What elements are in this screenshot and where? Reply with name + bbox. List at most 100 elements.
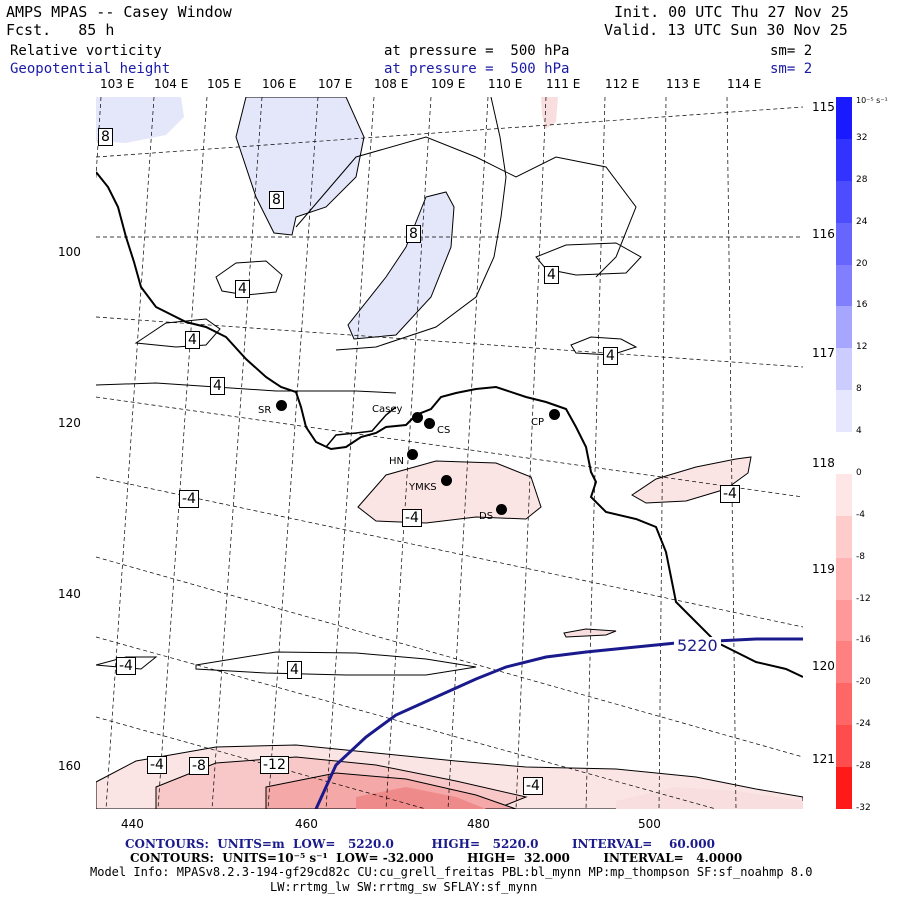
lon-label: 111 E — [546, 77, 581, 91]
station-marker[interactable] — [412, 412, 423, 423]
map-canvas — [96, 97, 803, 809]
coastline — [325, 406, 397, 448]
geopotential-label: 5220 — [674, 637, 721, 655]
colorbar — [836, 97, 852, 810]
field1-smoothing: sm= 2 — [770, 43, 813, 59]
contour-label: -4 — [179, 490, 199, 508]
positive-vorticity-area — [235, 97, 365, 236]
x-tick-label: 500 — [638, 817, 661, 831]
contour-label: -4 — [116, 657, 136, 675]
contour-label: -4 — [523, 777, 543, 795]
lon-label: 113 E — [666, 77, 701, 91]
lon-label: 109 E — [431, 77, 466, 91]
station-label-cp: CP — [531, 417, 545, 428]
lon-label: 103 E — [100, 77, 135, 91]
station-marker[interactable] — [424, 418, 435, 429]
negative-vorticity-area — [563, 628, 617, 638]
x-tick-label: 480 — [467, 817, 490, 831]
station-label-casey: Casey — [372, 404, 403, 415]
station-marker[interactable] — [496, 504, 507, 515]
colorbar-swatch — [836, 599, 852, 642]
lon-label: 106 E — [262, 77, 297, 91]
y-tick-label: 100 — [58, 245, 81, 259]
field2-name: Geopotential height — [10, 61, 171, 77]
station-label-cs: CS — [437, 425, 451, 436]
colorbar-unit: 10⁻⁵ s⁻¹ — [856, 96, 888, 105]
colorbar-swatch — [836, 557, 852, 601]
station-label-hn: HN — [389, 456, 404, 467]
colorbar-tick-label: -16 — [856, 635, 871, 646]
colorbar-tick-label: 16 — [856, 300, 868, 311]
colorbar-tick-label: 32 — [856, 132, 868, 143]
field2-level: at pressure = 500 hPa — [384, 61, 570, 77]
contour-label: 8 — [406, 225, 421, 243]
field1-name: Relative vorticity — [10, 43, 162, 59]
negative-vorticity-area — [631, 456, 752, 504]
station-marker[interactable] — [276, 400, 287, 411]
contours-vorticity: CONTOURS: UNITS=10⁻⁵ s⁻¹ LOW= -32.000 HI… — [130, 851, 743, 865]
colorbar-swatch — [836, 641, 852, 684]
colorbar-tick-label: -8 — [856, 551, 865, 562]
contour-label: 8 — [269, 191, 284, 209]
colorbar-tick-label: -24 — [856, 719, 871, 730]
colorbar-swatch — [836, 222, 852, 266]
contour-label: -8 — [189, 757, 209, 775]
colorbar-swatch — [836, 348, 852, 391]
colorbar-tick-label: 12 — [856, 342, 868, 353]
colorbar-tick-label: -12 — [856, 593, 871, 604]
model-info-2: LW:rrtmg_lw SW:rrtmg_sw SFLAY:sf_mynn — [270, 880, 538, 894]
map-panel[interactable] — [96, 97, 803, 809]
contour-label: 8 — [98, 128, 113, 146]
contour-label: -4 — [402, 509, 422, 527]
colorbar-swatch — [836, 264, 852, 307]
lon-label: 104 E — [154, 77, 189, 91]
colorbar-tick-label: 28 — [856, 174, 868, 185]
colorbar-tick-label: -28 — [856, 761, 871, 772]
x-tick-label: 460 — [295, 817, 318, 831]
y-tick-label: 160 — [58, 759, 81, 773]
contour-label: 4 — [210, 377, 225, 395]
station-marker[interactable] — [441, 475, 452, 486]
init-time: Init. 00 UTC Thu 27 Nov 25 — [614, 3, 849, 21]
station-marker[interactable] — [407, 449, 418, 460]
lon-label: 112 E — [605, 77, 640, 91]
colorbar-swatch — [836, 767, 852, 810]
contour-label: 4 — [603, 347, 618, 365]
contours-geopotential: CONTOURS: UNITS=m LOW= 5220.0 HIGH= 5220… — [125, 837, 715, 851]
colorbar-tick-label: -4 — [856, 509, 865, 520]
negative-vorticity-area — [356, 787, 486, 809]
valid-time: Valid. 13 UTC Sun 30 Nov 25 — [604, 21, 848, 39]
colorbar-swatch — [836, 515, 852, 559]
lon-label: 105 E — [207, 77, 242, 91]
forecast-hour: Fcst. 85 h — [6, 21, 115, 39]
colorbar-tick-label: 4 — [856, 426, 862, 437]
model-info: Model Info: MPASv8.2.3-194-gf29cd82c CU:… — [90, 865, 813, 879]
colorbar-swatch — [836, 725, 852, 768]
colorbar-swatch — [836, 97, 852, 140]
field1-level: at pressure = 500 hPa — [384, 43, 570, 59]
colorbar-tick-label: -20 — [856, 677, 871, 688]
y-tick-label: 140 — [58, 587, 81, 601]
contour-label: 4 — [185, 331, 200, 349]
colorbar-swatch — [836, 306, 852, 349]
contour-label: -4 — [720, 485, 740, 503]
colorbar-swatch — [836, 138, 852, 182]
lon-label: 107 E — [318, 77, 353, 91]
contour-label: 4 — [235, 280, 250, 298]
contour-label: 4 — [287, 661, 302, 679]
model-title: AMPS MPAS -- Casey Window — [6, 3, 232, 21]
lon-label: 110 E — [488, 77, 523, 91]
field2-smoothing: sm= 2 — [770, 61, 813, 77]
station-label-sr: SR — [258, 405, 272, 416]
colorbar-swatch — [836, 432, 852, 475]
station-marker[interactable] — [549, 409, 560, 420]
colorbar-swatch — [836, 683, 852, 726]
contour-label: -12 — [260, 756, 289, 774]
coastline — [96, 171, 803, 678]
colorbar-tick-label: 24 — [856, 216, 868, 227]
colorbar-tick-label: -32 — [856, 803, 871, 813]
colorbar-tick-label: 20 — [856, 258, 868, 269]
station-label-ymks: YMKS — [409, 482, 437, 493]
colorbar-tick-label: 8 — [856, 384, 862, 395]
lon-label: 114 E — [727, 77, 762, 91]
